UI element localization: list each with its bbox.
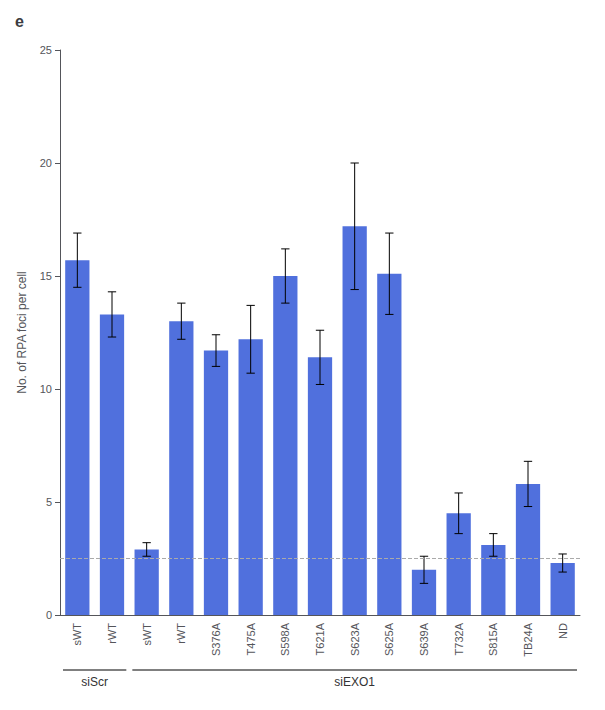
svg-text:S623A: S623A [349, 622, 361, 656]
svg-text:rWT: rWT [106, 623, 118, 644]
svg-text:5: 5 [46, 496, 52, 508]
svg-text:S815A: S815A [487, 622, 499, 656]
svg-text:rWT: rWT [175, 623, 187, 644]
svg-text:e: e [15, 13, 24, 30]
svg-text:T732A: T732A [453, 622, 465, 655]
svg-text:S639A: S639A [418, 622, 430, 656]
svg-text:TB24A: TB24A [522, 622, 534, 656]
svg-text:siEXO1: siEXO1 [334, 675, 375, 689]
svg-text:0: 0 [46, 609, 52, 621]
svg-text:15: 15 [40, 270, 52, 282]
svg-text:25: 25 [40, 44, 52, 56]
svg-text:S376A: S376A [210, 622, 222, 656]
svg-text:T475A: T475A [245, 622, 257, 655]
svg-text:S598A: S598A [279, 622, 291, 656]
svg-text:20: 20 [40, 157, 52, 169]
svg-text:sWT: sWT [71, 623, 83, 646]
svg-text:T621A: T621A [314, 622, 326, 655]
svg-text:siScr: siScr [81, 675, 108, 689]
svg-text:No. of RPA foci per cell: No. of RPA foci per cell [15, 271, 29, 394]
svg-text:ND: ND [557, 623, 569, 639]
svg-text:S625A: S625A [383, 622, 395, 656]
svg-text:sWT: sWT [141, 623, 153, 646]
svg-text:10: 10 [40, 383, 52, 395]
